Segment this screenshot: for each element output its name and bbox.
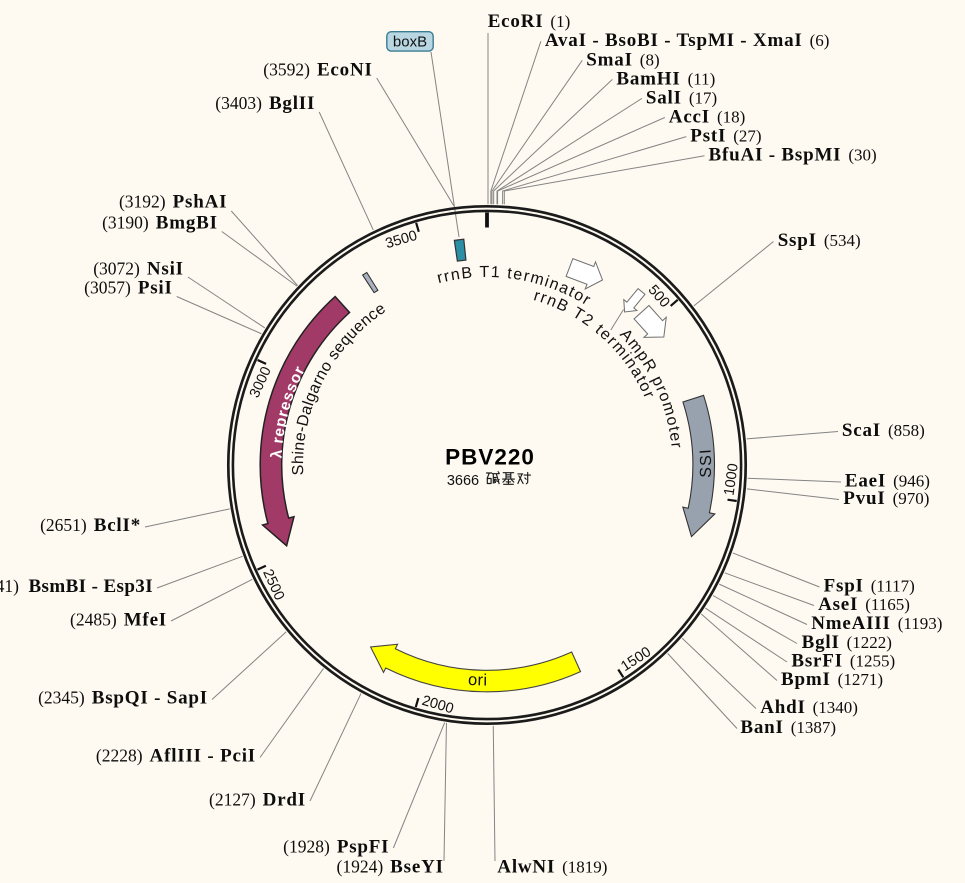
svg-text:BglI(1222): BglI (1222) bbox=[802, 632, 892, 653]
svg-text:(3072)NsiI: (3072) NsiI bbox=[93, 258, 184, 279]
svg-text:PstI(27): PstI (27) bbox=[690, 126, 761, 147]
svg-text:(2651)BclI*: (2651) BclI* bbox=[40, 515, 141, 536]
svg-text:1000: 1000 bbox=[721, 462, 741, 496]
svg-text:FspI(1117): FspI (1117) bbox=[824, 576, 915, 597]
svg-text:SmaI(8): SmaI (8) bbox=[586, 49, 659, 70]
svg-text:(2228)AflIII - PciI: (2228) AflIII - PciI bbox=[96, 746, 256, 767]
svg-text:(2485)MfeI: (2485) MfeI bbox=[70, 609, 167, 630]
svg-text:PBV220: PBV220 bbox=[445, 445, 535, 470]
svg-text:NmeAIII(1193): NmeAIII (1193) bbox=[811, 613, 942, 634]
svg-text:PvuI(970): PvuI (970) bbox=[843, 488, 929, 509]
svg-text:ori: ori bbox=[467, 671, 487, 690]
svg-text:(1928)PspFI: (1928) PspFI bbox=[283, 836, 389, 857]
svg-text:AccI(18): AccI (18) bbox=[669, 107, 746, 128]
svg-text:BsmBI - Esp3I: BsmBI - Esp3I bbox=[28, 576, 153, 597]
svg-text:SalI(17): SalI (17) bbox=[646, 87, 717, 108]
svg-text:(2541): (2541) bbox=[0, 576, 19, 596]
svg-text:(3190)BmgBI: (3190) BmgBI bbox=[102, 212, 218, 233]
svg-text:boxB: boxB bbox=[393, 33, 427, 50]
svg-text:AvaI - BsoBI - TspMI - XmaI(6): AvaI - BsoBI - TspMI - XmaI (6) bbox=[545, 30, 830, 51]
svg-text:(2127)DrdI: (2127) DrdI bbox=[209, 790, 306, 811]
svg-text:(1924)BseYI: (1924) BseYI bbox=[337, 856, 444, 877]
svg-text:(3057)PsiI: (3057) PsiI bbox=[84, 278, 173, 299]
svg-text:EcoRI(1): EcoRI (1) bbox=[488, 11, 571, 32]
svg-text:AhdI(1340): AhdI (1340) bbox=[760, 697, 858, 718]
svg-text:(2345)BspQI - SapI: (2345) BspQI - SapI bbox=[38, 688, 208, 709]
svg-text:BsrFI(1255): BsrFI (1255) bbox=[791, 651, 895, 672]
svg-text:(3403)BglII: (3403) BglII bbox=[215, 93, 315, 114]
svg-text:BpmI(1271): BpmI (1271) bbox=[781, 669, 883, 690]
svg-text:BanI(1387): BanI (1387) bbox=[740, 717, 836, 738]
svg-text:3666: 3666 bbox=[447, 473, 479, 489]
svg-text:EaeI(946): EaeI (946) bbox=[845, 470, 930, 491]
svg-text:SSI: SSI bbox=[697, 447, 715, 478]
svg-text:AlwNI(1819): AlwNI (1819) bbox=[497, 856, 607, 877]
svg-text:(3192)PshAI: (3192) PshAI bbox=[119, 192, 227, 213]
svg-text:ScaI(858): ScaI (858) bbox=[842, 420, 925, 441]
svg-text:AseI(1165): AseI (1165) bbox=[818, 594, 910, 615]
svg-text:(3592)EcoNI: (3592) EcoNI bbox=[263, 60, 372, 81]
svg-text:BamHI(11): BamHI (11) bbox=[616, 68, 715, 89]
svg-text:BfuAI - BspMI(30): BfuAI - BspMI (30) bbox=[709, 145, 877, 166]
svg-text:SspI(534): SspI (534) bbox=[778, 230, 861, 251]
